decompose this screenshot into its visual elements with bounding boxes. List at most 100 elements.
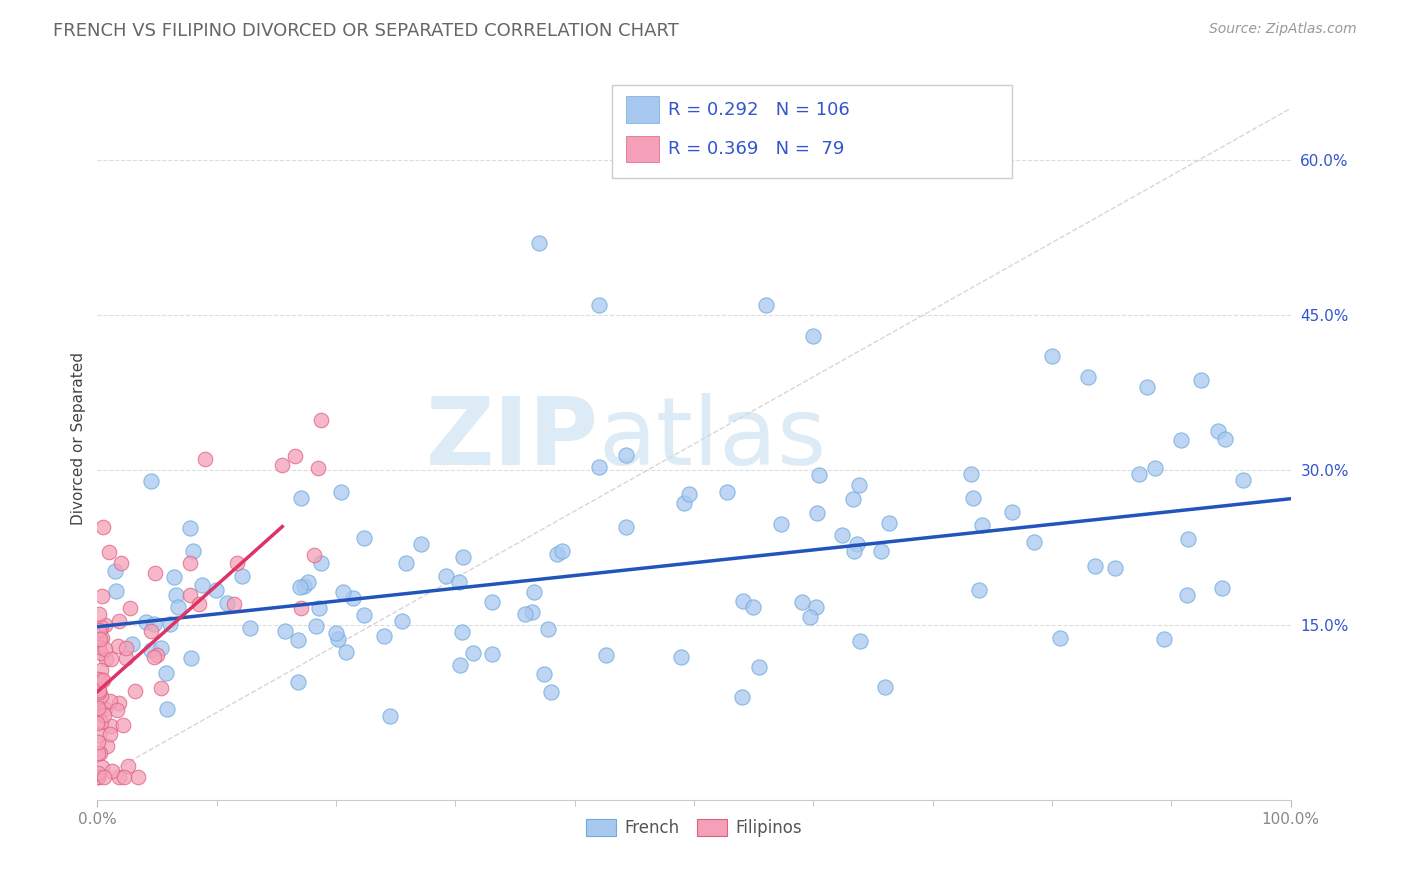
Point bbox=[87, 623, 110, 637]
Point bbox=[799, 609, 821, 624]
Point bbox=[614, 520, 637, 534]
Point bbox=[731, 593, 754, 607]
Point bbox=[307, 460, 329, 475]
Point bbox=[536, 623, 558, 637]
Point bbox=[86, 690, 108, 705]
Point bbox=[87, 633, 110, 648]
Point bbox=[1083, 559, 1105, 574]
Point bbox=[308, 600, 330, 615]
Point bbox=[831, 528, 853, 542]
Point bbox=[93, 673, 115, 687]
Point bbox=[90, 760, 112, 774]
Point bbox=[239, 621, 262, 635]
Point bbox=[614, 448, 637, 462]
Point bbox=[98, 545, 121, 559]
Point bbox=[290, 601, 312, 615]
Point bbox=[1049, 632, 1071, 646]
Point bbox=[90, 663, 112, 677]
Point bbox=[742, 599, 765, 614]
Point bbox=[110, 556, 132, 570]
Point bbox=[288, 581, 311, 595]
Point bbox=[86, 716, 108, 731]
Point bbox=[121, 637, 143, 651]
Point bbox=[115, 641, 138, 656]
Point bbox=[271, 458, 294, 472]
Point bbox=[114, 651, 136, 665]
Point bbox=[179, 588, 201, 602]
Point bbox=[93, 707, 115, 722]
Text: Source: ZipAtlas.com: Source: ZipAtlas.com bbox=[1209, 22, 1357, 37]
Point bbox=[870, 543, 893, 558]
Point bbox=[1170, 433, 1192, 447]
Point bbox=[98, 694, 121, 708]
Point bbox=[1153, 632, 1175, 647]
Point bbox=[848, 478, 870, 492]
Point bbox=[120, 600, 142, 615]
Point bbox=[1232, 473, 1254, 487]
Point bbox=[94, 618, 117, 632]
Point bbox=[284, 449, 307, 463]
Point bbox=[481, 647, 503, 661]
Legend: French, Filipinos: French, Filipinos bbox=[579, 813, 808, 844]
Point bbox=[87, 672, 110, 686]
Point bbox=[449, 575, 471, 590]
Point bbox=[142, 649, 165, 664]
Point bbox=[1211, 581, 1233, 595]
Point bbox=[391, 614, 413, 628]
Point bbox=[716, 484, 738, 499]
Point bbox=[546, 547, 568, 561]
Point bbox=[1136, 380, 1159, 394]
Point bbox=[100, 719, 122, 733]
Text: R = 0.292   N = 106: R = 0.292 N = 106 bbox=[668, 101, 849, 119]
Point bbox=[90, 589, 112, 603]
Point bbox=[287, 674, 309, 689]
Point bbox=[1040, 349, 1063, 363]
Point bbox=[96, 739, 118, 753]
Point bbox=[807, 467, 830, 482]
Point bbox=[1175, 588, 1198, 602]
Point bbox=[149, 641, 172, 656]
Point bbox=[87, 673, 110, 688]
Point bbox=[117, 759, 139, 773]
Point bbox=[1177, 533, 1199, 547]
Point bbox=[378, 709, 401, 723]
Point bbox=[1206, 424, 1229, 438]
Point bbox=[588, 297, 610, 311]
Point bbox=[1144, 461, 1167, 475]
Point bbox=[87, 607, 110, 621]
Point bbox=[309, 413, 332, 427]
Point bbox=[332, 585, 354, 599]
Point bbox=[181, 544, 204, 558]
Point bbox=[461, 646, 484, 660]
Point bbox=[124, 684, 146, 698]
Point bbox=[481, 595, 503, 609]
Point bbox=[100, 651, 122, 665]
Point bbox=[150, 681, 173, 695]
Point bbox=[141, 624, 163, 638]
Point bbox=[436, 569, 458, 583]
Point bbox=[533, 667, 555, 681]
Point bbox=[678, 487, 700, 501]
Point bbox=[540, 684, 562, 698]
Point bbox=[87, 682, 110, 697]
Point bbox=[87, 771, 110, 785]
Point bbox=[87, 771, 110, 785]
Point bbox=[165, 588, 187, 602]
Point bbox=[179, 521, 201, 535]
Point bbox=[143, 566, 166, 580]
Point bbox=[790, 594, 813, 608]
Text: FRENCH VS FILIPINO DIVORCED OR SEPARATED CORRELATION CHART: FRENCH VS FILIPINO DIVORCED OR SEPARATED… bbox=[53, 22, 679, 40]
Point bbox=[588, 459, 610, 474]
Point bbox=[846, 537, 869, 551]
Point bbox=[90, 620, 112, 634]
Point bbox=[449, 657, 471, 672]
Point bbox=[595, 648, 617, 662]
Point bbox=[842, 491, 865, 506]
Point bbox=[806, 600, 828, 615]
Point bbox=[111, 718, 134, 732]
Point bbox=[159, 616, 181, 631]
Point bbox=[87, 728, 110, 742]
Point bbox=[515, 607, 537, 621]
Point bbox=[155, 665, 177, 680]
Point bbox=[90, 646, 112, 660]
